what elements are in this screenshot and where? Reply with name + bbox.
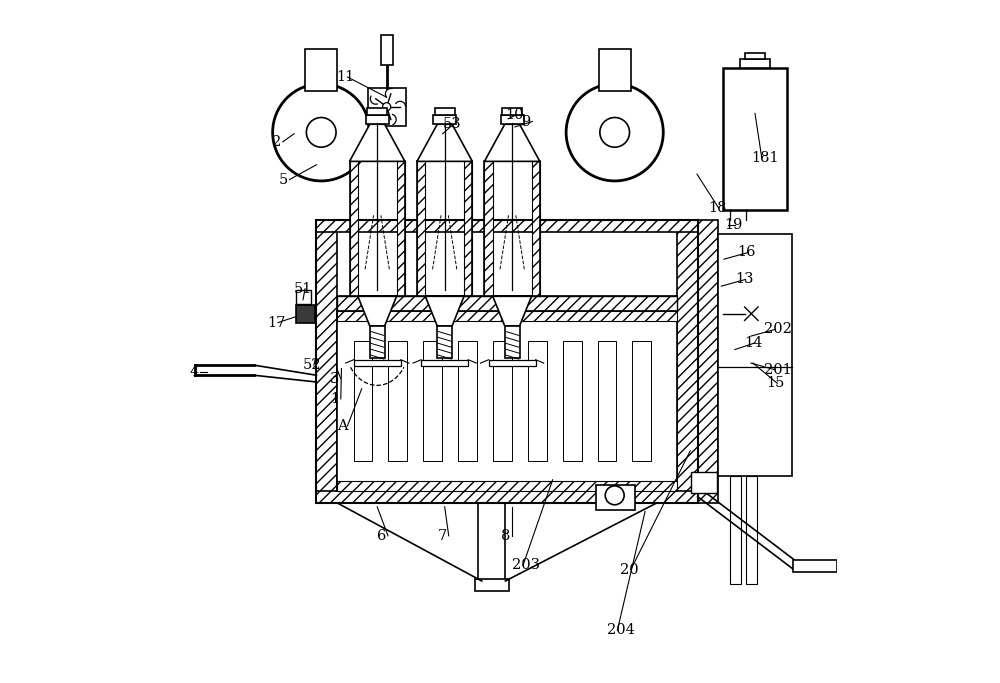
Bar xyxy=(458,342,477,461)
Bar xyxy=(350,161,358,296)
Bar xyxy=(478,503,505,581)
Polygon shape xyxy=(425,296,464,326)
Bar xyxy=(337,311,677,491)
Text: 16: 16 xyxy=(737,245,756,260)
Bar xyxy=(354,360,401,367)
Text: 20: 20 xyxy=(620,563,639,576)
Text: 2: 2 xyxy=(272,135,281,149)
Polygon shape xyxy=(417,124,472,161)
Text: 202: 202 xyxy=(764,322,792,336)
Bar xyxy=(417,161,472,296)
Bar xyxy=(296,305,315,322)
Bar xyxy=(484,161,493,296)
Bar xyxy=(532,161,540,296)
Bar xyxy=(718,234,792,477)
Bar xyxy=(366,115,389,124)
Bar xyxy=(677,220,698,503)
Text: 181: 181 xyxy=(751,151,779,165)
Bar xyxy=(388,342,407,461)
Text: 13: 13 xyxy=(735,273,753,286)
Polygon shape xyxy=(350,124,405,161)
Text: A: A xyxy=(337,419,347,433)
Bar xyxy=(296,290,311,305)
Text: 10: 10 xyxy=(505,108,524,122)
Bar xyxy=(730,477,741,585)
Text: 17: 17 xyxy=(267,316,286,330)
Bar xyxy=(316,220,698,503)
Bar xyxy=(598,342,616,461)
Bar xyxy=(316,491,698,503)
Bar xyxy=(370,326,385,359)
Bar xyxy=(746,477,757,585)
Bar xyxy=(337,296,677,311)
Bar xyxy=(337,481,677,491)
Bar xyxy=(437,326,452,359)
Text: 4: 4 xyxy=(190,365,199,379)
Bar xyxy=(528,342,547,461)
Text: 18: 18 xyxy=(708,201,726,215)
Bar xyxy=(484,161,540,296)
Circle shape xyxy=(306,117,336,148)
Polygon shape xyxy=(484,124,540,161)
Bar xyxy=(698,220,718,503)
Bar xyxy=(421,360,468,367)
Bar xyxy=(305,48,337,91)
Text: 203: 203 xyxy=(512,559,540,572)
Bar xyxy=(354,342,372,461)
Text: 1: 1 xyxy=(330,392,339,406)
Bar xyxy=(316,220,337,503)
Bar xyxy=(337,311,677,321)
Text: 201: 201 xyxy=(764,363,792,377)
Text: 14: 14 xyxy=(744,336,763,350)
Bar xyxy=(423,342,442,461)
Polygon shape xyxy=(358,296,397,326)
Bar xyxy=(505,326,520,359)
Text: 7: 7 xyxy=(438,529,447,543)
Circle shape xyxy=(383,102,391,111)
Bar xyxy=(723,68,787,210)
Circle shape xyxy=(605,486,624,505)
Text: 19: 19 xyxy=(724,219,742,232)
Circle shape xyxy=(273,84,370,181)
Bar xyxy=(368,88,406,126)
Bar xyxy=(740,59,770,68)
Text: 6: 6 xyxy=(377,529,387,543)
Circle shape xyxy=(566,84,663,181)
Bar xyxy=(501,115,524,124)
Text: 8: 8 xyxy=(501,529,511,543)
Polygon shape xyxy=(493,296,532,326)
Bar xyxy=(493,342,512,461)
Bar xyxy=(599,48,631,91)
Text: 51: 51 xyxy=(294,282,313,296)
Bar xyxy=(464,161,472,296)
Bar xyxy=(793,560,837,572)
Circle shape xyxy=(600,117,630,148)
Text: 15: 15 xyxy=(766,376,785,390)
Bar xyxy=(502,108,522,115)
Bar xyxy=(475,579,509,591)
Bar xyxy=(563,342,582,461)
Text: 9: 9 xyxy=(522,115,531,128)
Bar xyxy=(316,220,698,232)
Text: 53: 53 xyxy=(443,117,461,131)
Bar xyxy=(433,115,456,124)
Bar xyxy=(745,53,765,59)
Text: 204: 204 xyxy=(607,624,634,637)
Text: 52: 52 xyxy=(303,358,321,372)
Text: 5: 5 xyxy=(279,173,288,186)
Bar xyxy=(350,161,405,296)
Text: 11: 11 xyxy=(337,70,355,84)
Bar xyxy=(691,472,717,493)
Bar xyxy=(397,161,405,296)
Bar xyxy=(417,161,425,296)
Bar xyxy=(489,360,536,367)
Bar xyxy=(596,484,635,510)
Bar xyxy=(632,342,651,461)
Text: 3: 3 xyxy=(330,372,339,386)
Bar xyxy=(367,108,387,115)
Bar xyxy=(381,36,393,65)
Bar xyxy=(435,108,455,115)
